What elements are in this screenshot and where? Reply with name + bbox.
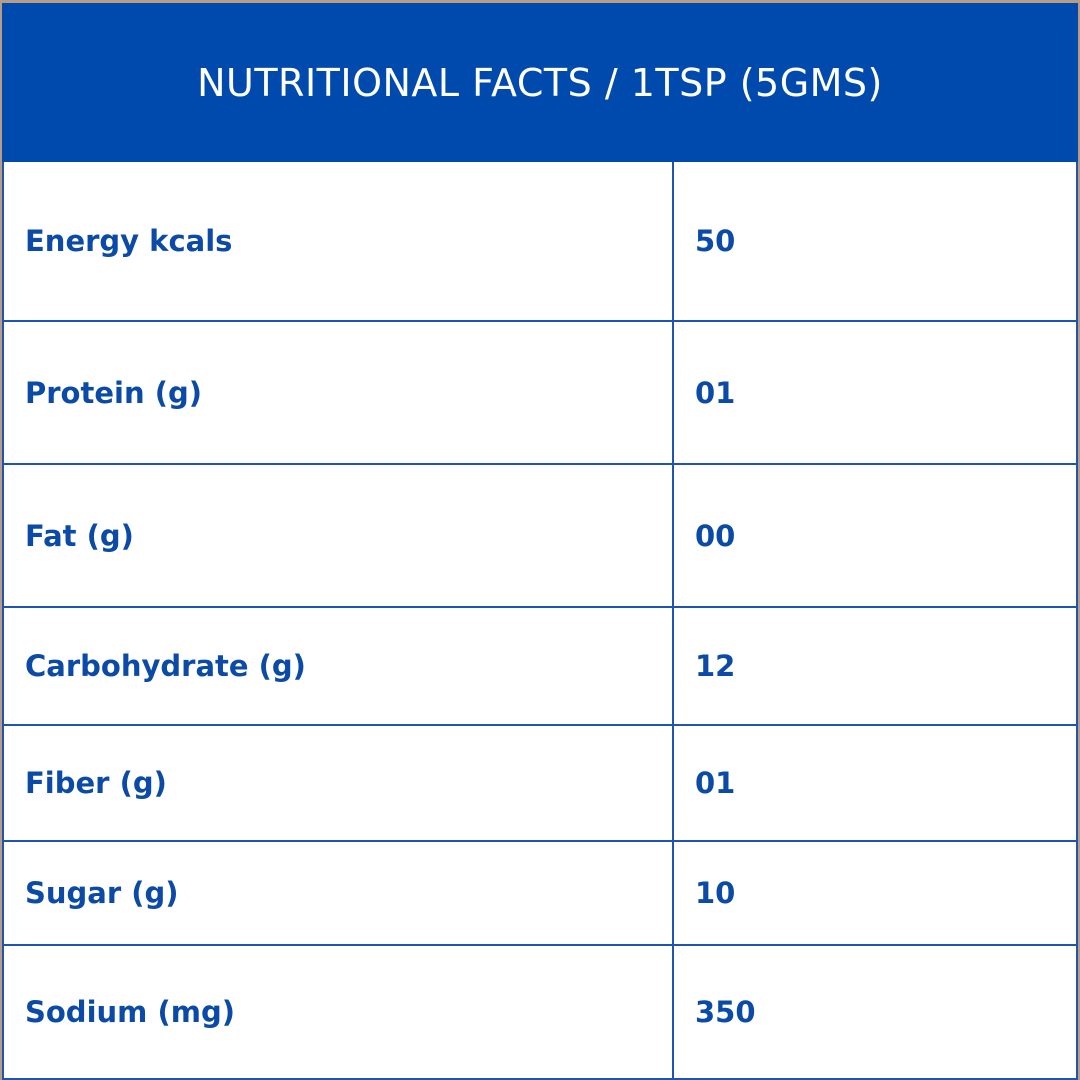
nutrient-value: 12: [695, 649, 736, 683]
header-title: NUTRITIONAL FACTS / 1TSP (5GMS): [2, 3, 1078, 162]
table-row: Sugar (g) 10: [2, 842, 1078, 946]
table-row: Carbohydrate (g) 12: [2, 608, 1078, 726]
nutrient-value: 350: [695, 995, 756, 1029]
table-row: Sodium (mg) 350: [2, 946, 1078, 1080]
table-row: Protein (g) 01: [2, 322, 1078, 465]
nutrient-label: Fiber (g): [4, 726, 674, 840]
nutrition-table: Energy kcals 50 Protein (g) 01 Fat (g) 00 Carb…: [2, 162, 1078, 1080]
nutrient-label: Carbohydrate (g): [4, 608, 674, 724]
nutrition-card: NUTRITIONAL FACTS / 1TSP (5GMS) Energy k…: [2, 3, 1078, 1080]
nutrient-label: Protein (g): [4, 322, 674, 463]
nutrient-value: 01: [695, 766, 736, 800]
nutrient-label: Energy kcals: [4, 162, 674, 320]
nutrient-label: Sodium (mg): [4, 946, 674, 1078]
nutrient-value: 50: [695, 224, 736, 258]
table-row: Fiber (g) 01: [2, 726, 1078, 842]
nutrient-value: 00: [695, 518, 736, 553]
nutrient-label: Fat (g): [4, 465, 674, 606]
nutrient-value: 01: [695, 375, 736, 410]
nutrient-label: Sugar (g): [4, 842, 674, 944]
nutrient-value: 10: [695, 876, 736, 910]
table-row: Fat (g) 00: [2, 465, 1078, 608]
table-row: Energy kcals 50: [2, 162, 1078, 322]
